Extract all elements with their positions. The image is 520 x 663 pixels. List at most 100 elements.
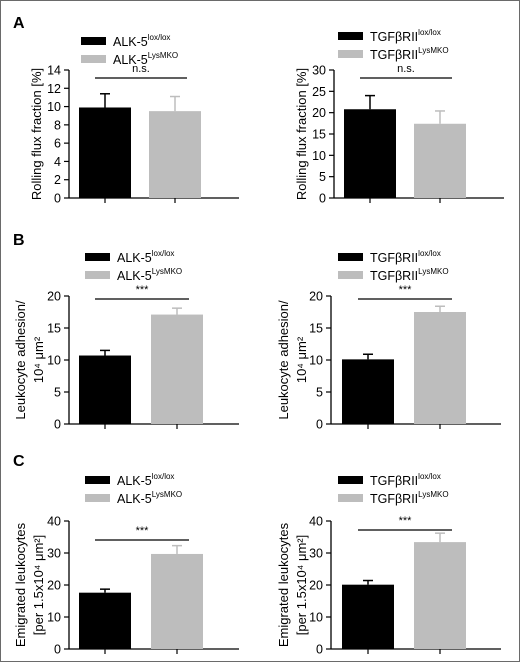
bar-lox: [79, 355, 131, 424]
y-tick-label: 20: [309, 579, 323, 593]
legend-label: TGFβRIIlox/lox: [370, 472, 441, 488]
y-tick-label: 40: [309, 515, 323, 529]
y-tick-label: 5: [319, 170, 326, 184]
legend-label-base: TGFβRII: [370, 269, 418, 283]
y-tick-label: 20: [47, 290, 61, 304]
y-tick-label: 5: [54, 386, 61, 400]
bar-lysmko: [414, 312, 466, 424]
legend-label: TGFβRIILysMKO: [370, 46, 449, 62]
legend-label-sup: LysMKO: [152, 490, 182, 499]
y-axis-label: 10⁴ μm²: [294, 336, 309, 383]
legend-swatch: [338, 32, 363, 40]
y-axis-label: Emigrated leukocytes: [276, 522, 291, 647]
y-axis-label: 10⁴ μm²: [31, 336, 46, 383]
bar-lysmko: [414, 542, 466, 649]
legend-label-sup: lox/lox: [148, 33, 171, 42]
legend-label-base: ALK-5: [113, 35, 148, 49]
legend-label-sup: lox/lox: [418, 472, 441, 481]
y-tick-label: 10: [47, 611, 61, 625]
legend-label: TGFβRIIlox/lox: [370, 249, 441, 265]
legend-label: TGFβRIILysMKO: [370, 490, 449, 506]
y-tick-label: 14: [47, 64, 61, 78]
y-tick-label: 30: [309, 547, 323, 561]
legend-swatch: [81, 37, 106, 45]
legend-label: ALK-5LysMKO: [117, 267, 182, 283]
legend-label: ALK-5lox/lox: [113, 33, 170, 49]
y-tick-label: 10: [47, 354, 61, 368]
panel-letter-c: C: [13, 453, 25, 470]
legend-swatch: [338, 476, 363, 484]
bar-lox: [344, 109, 396, 198]
y-tick-label: 30: [47, 547, 61, 561]
legend-swatch: [85, 476, 110, 484]
legend-label-base: ALK-5: [117, 474, 152, 488]
legend-label-base: ALK-5: [117, 492, 152, 506]
bar-lysmko: [151, 314, 203, 424]
legend-swatch: [85, 271, 110, 279]
significance-label: n.s.: [397, 63, 415, 75]
y-axis-label: Rolling flux fraction [%]: [29, 68, 44, 200]
bar-lox: [342, 584, 394, 649]
legend-label-base: TGFβRII: [370, 30, 418, 44]
legend-swatch: [85, 253, 110, 261]
bar-lysmko: [414, 123, 466, 198]
y-tick-label: 0: [54, 192, 61, 206]
legend-label-base: TGFβRII: [370, 251, 418, 265]
y-tick-label: 20: [47, 579, 61, 593]
legend-label-sup: LysMKO: [418, 490, 448, 499]
y-tick-label: 4: [54, 155, 61, 169]
y-tick-label: 25: [312, 85, 326, 99]
y-tick-label: 0: [54, 643, 61, 657]
legend-swatch: [85, 494, 110, 502]
y-tick-label: 5: [316, 386, 323, 400]
y-tick-label: 0: [316, 643, 323, 657]
legend-label-sup: LysMKO: [418, 267, 448, 276]
y-tick-label: 2: [54, 173, 61, 187]
legend-label-sup: LysMKO: [418, 46, 448, 55]
significance-label: n.s.: [132, 63, 150, 75]
y-axis-label: [per 1.5x10⁴ μm²]: [294, 535, 309, 636]
legend-swatch: [338, 271, 363, 279]
legend-label-base: ALK-5: [117, 269, 152, 283]
y-tick-label: 10: [47, 100, 61, 114]
chart-6: 0 10 20 30 40 Emigrated leukocytes [per 1.5x10…: [276, 472, 501, 657]
y-tick-label: 0: [319, 192, 326, 206]
legend-label-sup: lox/lox: [152, 472, 175, 481]
legend-label: TGFβRIILysMKO: [370, 267, 449, 283]
y-tick-label: 12: [47, 82, 61, 96]
y-tick-label: 10: [309, 611, 323, 625]
significance-label: ***: [399, 515, 413, 527]
legend-label: ALK-5lox/lox: [117, 249, 174, 265]
legend-label-sup: LysMKO: [148, 51, 178, 60]
y-tick-label: 40: [47, 515, 61, 529]
legend-label-base: ALK-5: [117, 251, 152, 265]
y-tick-label: 8: [54, 118, 61, 132]
y-axis-label: Emigrated leukocytes: [13, 522, 28, 647]
legend-label-sup: lox/lox: [418, 28, 441, 37]
y-tick-label: 10: [312, 149, 326, 163]
y-axis-label: Leukocyte adhesion/: [13, 300, 28, 420]
y-tick-label: 20: [309, 290, 323, 304]
legend-label-sup: lox/lox: [152, 249, 175, 258]
legend-label-base: TGFβRII: [370, 474, 418, 488]
y-tick-label: 30: [312, 64, 326, 78]
chart-5: 0 10 20 30 40 Emigrated leukocytes [per 1.5x10…: [13, 472, 239, 657]
bar-lox: [342, 359, 394, 424]
legend-swatch: [338, 50, 363, 58]
significance-label: ***: [136, 525, 150, 537]
y-axis-label: Rolling flux fraction [%]: [294, 68, 309, 200]
y-tick-label: 0: [316, 418, 323, 432]
bar-lox: [79, 592, 131, 649]
y-tick-label: 20: [312, 106, 326, 120]
legend-label-sup: lox/lox: [418, 249, 441, 258]
panel-letter-a: A: [13, 15, 25, 32]
y-tick-label: 10: [309, 354, 323, 368]
legend-label: ALK-5LysMKO: [113, 51, 178, 67]
y-axis-label: [per 1.5x10⁴ μm²]: [31, 535, 46, 636]
y-tick-label: 15: [309, 322, 323, 336]
